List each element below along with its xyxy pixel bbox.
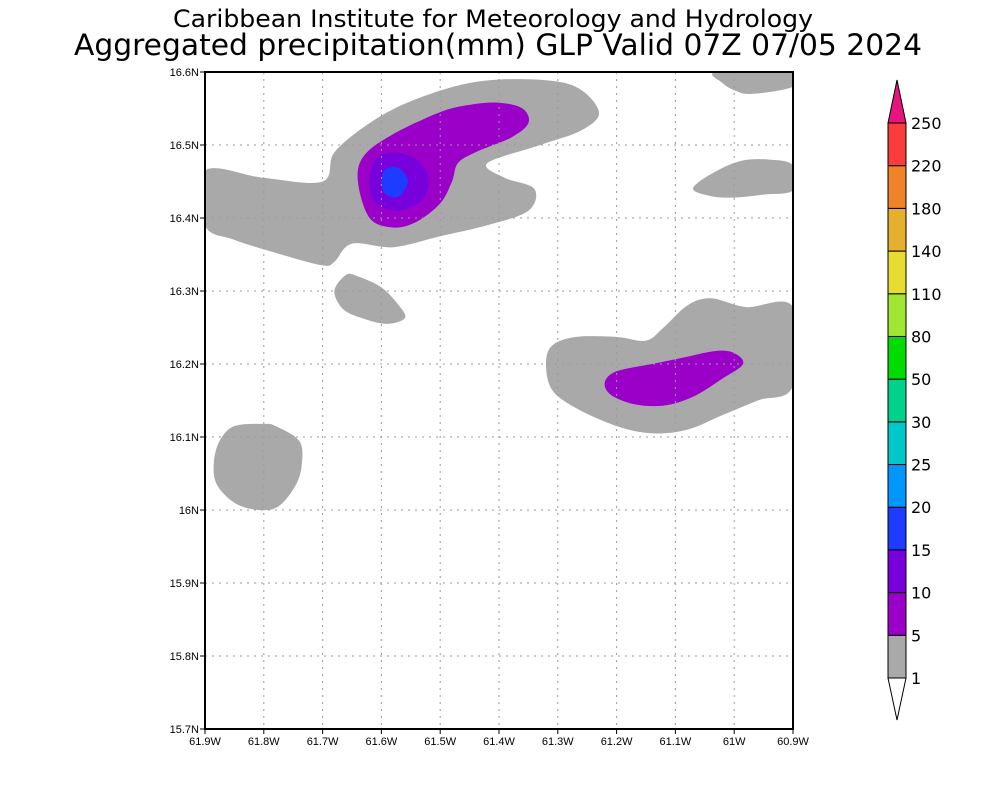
x-tick-label: 61.7W	[307, 736, 339, 748]
colorbar-segment	[887, 293, 907, 337]
y-tick-label: 15.8N	[170, 651, 199, 663]
colorbar-label: 1	[911, 669, 921, 688]
colorbar-segment	[887, 506, 907, 551]
grid-lines	[205, 72, 793, 729]
precip-regions	[205, 72, 793, 511]
colorbar-label: 250	[911, 114, 942, 133]
y-axis: 16.6N 16.5N 16.4N 16.3N 16.2N 16.1N 16N 15.9N 15…	[170, 67, 205, 736]
colorbar-under-triangle	[887, 677, 907, 721]
x-tick-label: 61.5W	[424, 736, 456, 748]
y-tick-label: 16.6N	[170, 67, 199, 79]
colorbar-segment	[887, 549, 907, 594]
y-tick-label: 15.9N	[170, 578, 199, 590]
colorbar-label: 30	[911, 413, 931, 432]
colorbar-label: 110	[911, 285, 942, 304]
colorbar-label: 140	[911, 242, 942, 261]
precip-region-right-small	[693, 159, 793, 198]
colorbar-segment	[887, 464, 907, 508]
colorbar-label: 80	[911, 327, 931, 346]
precip-region-southwest-blob	[213, 423, 303, 511]
precip-region-center-small	[334, 273, 406, 324]
x-tick-label: 61.1W	[660, 736, 692, 748]
colorbar-label: 15	[911, 541, 931, 560]
x-tick-label: 61.4W	[483, 736, 515, 748]
colorbar-segment	[887, 207, 907, 252]
y-tick-label: 16.1N	[170, 432, 199, 444]
x-tick-label: 61.9W	[189, 736, 221, 748]
colorbar-label: 25	[911, 456, 931, 475]
chart-title: Caribbean Institute for Meteorology and …	[173, 5, 813, 33]
x-tick-label: 61.3W	[542, 736, 574, 748]
y-tick-label: 16N	[179, 505, 199, 517]
x-tick-label: 61.6W	[366, 736, 398, 748]
colorbar-segment	[887, 165, 907, 209]
x-axis: 61.9W 61.8W 61.7W 61.6W 61.5W 61.4W 61.3W 61.2W…	[189, 729, 810, 748]
colorbar-segment	[887, 250, 907, 295]
chart-subtitle: Aggregated precipitation(mm) GLP Valid 0…	[74, 28, 922, 62]
colorbar-label: 10	[911, 584, 931, 603]
colorbar-segment	[887, 122, 907, 167]
precip-region-top-right-edge	[712, 72, 793, 94]
x-tick-label: 60.9W	[777, 736, 809, 748]
y-tick-label: 16.4N	[170, 213, 199, 225]
y-tick-label: 16.5N	[170, 140, 199, 152]
colorbar-label: 50	[911, 370, 931, 389]
colorbar-label: 20	[911, 498, 931, 517]
colorbar-segment	[887, 634, 907, 679]
colorbar-segment	[887, 592, 907, 636]
y-tick-label: 16.3N	[170, 286, 199, 298]
precip-region-northwest-peak	[381, 166, 408, 198]
colorbar-segment	[887, 335, 907, 380]
x-tick-label: 61.8W	[248, 736, 280, 748]
colorbar-over-triangle	[887, 79, 907, 124]
colorbar-label: 180	[911, 199, 942, 218]
x-tick-label: 61W	[723, 736, 746, 748]
x-tick-label: 61.2W	[601, 736, 633, 748]
y-tick-label: 16.2N	[170, 359, 199, 371]
precip-region-east-core	[604, 350, 744, 407]
y-tick-label: 15.7N	[170, 724, 199, 736]
colorbar-segment	[887, 421, 907, 466]
colorbar-label: 220	[911, 157, 942, 176]
colorbar-segment	[887, 378, 907, 423]
colorbar-label: 5	[911, 626, 921, 645]
